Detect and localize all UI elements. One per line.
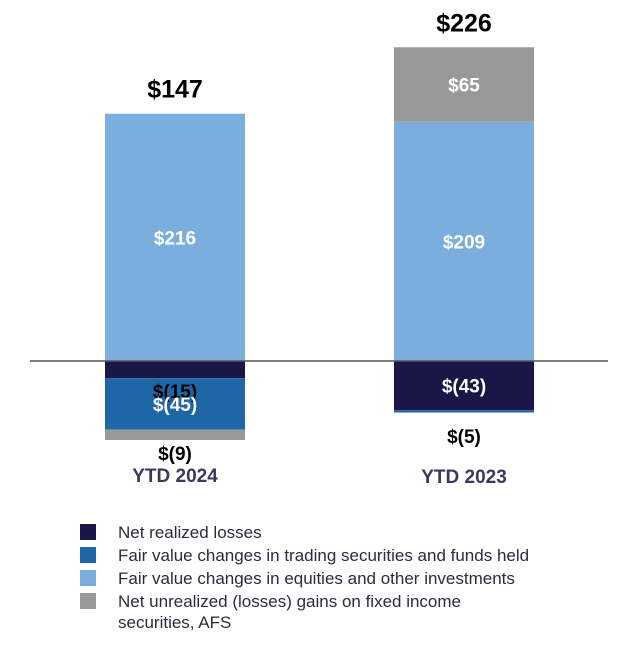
legend-label: Net realized losses [118,523,262,542]
legend-item: Fair value changes in equities and other… [80,568,620,589]
bar-value-label: $65 [448,75,480,96]
legend-swatch [80,593,96,609]
bar-value-label: $(45) [153,395,197,416]
legend-label: Fair value changes in equities and other… [118,569,515,588]
legend-label: Net unrealized (losses) gains on fixed i… [118,592,462,632]
bar-value-label: $(43) [442,377,486,398]
bar-segment [105,429,245,441]
legend-item: Net realized losses [80,522,620,543]
bar-value-label: $(15) [153,382,197,403]
bars-group [105,47,534,441]
legend-label: Fair value changes in trading securities… [118,546,530,565]
legend-item: Net unrealized (losses) gains on fixed i… [80,591,620,633]
bar-segment [394,47,534,122]
bar-segment [394,361,534,411]
category-label: YTD 2024 [132,466,218,487]
bar-segment [105,113,245,362]
legend: Net realized losses Fair value changes i… [80,522,620,635]
legend-item: Fair value changes in trading securities… [80,545,620,566]
legend-swatch [80,570,96,586]
bar-value-label: $216 [154,228,196,249]
legend-swatch [80,547,96,563]
category-label: YTD 2023 [421,467,507,488]
bar-value-label: $(5) [447,427,481,448]
bar-total-label: $226 [436,9,492,37]
bar-segment [394,121,534,361]
bar-segment [394,410,534,413]
bar-value-label: $(9) [158,444,192,465]
bar-total-label: $147 [147,76,203,104]
labels-group: $216 $(15)$(45) $(9) $147 YTD 2024 $209 $65 $(4… [132,9,507,488]
bar-segment [105,361,245,379]
bar-value-label: $209 [443,232,485,253]
legend-swatch [80,524,96,540]
bar-segment [105,378,245,430]
